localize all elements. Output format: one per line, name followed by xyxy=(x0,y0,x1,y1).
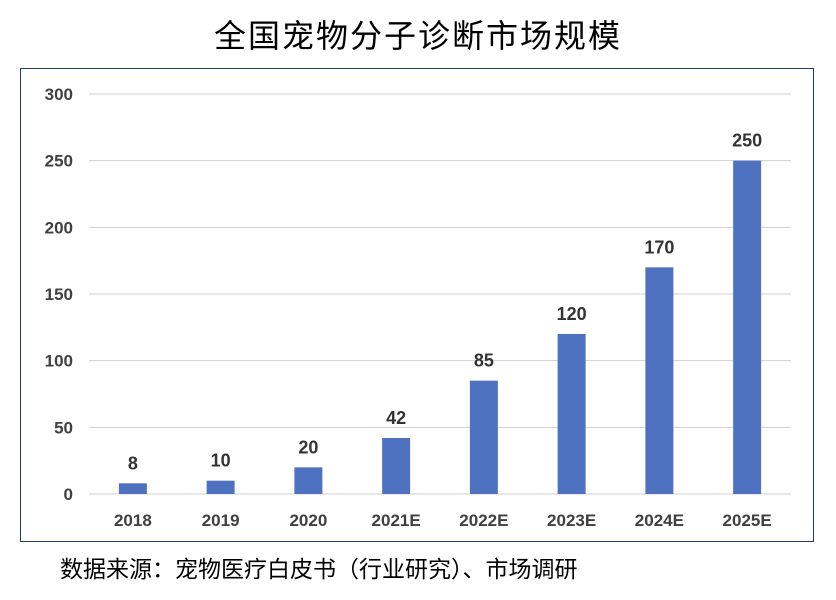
x-axis-ticks: 2018 2019 2020 2021E 2022E 2023E 2024E 2025E xyxy=(114,511,772,530)
y-tick-label: 100 xyxy=(45,352,73,371)
y-tick-label: 250 xyxy=(45,152,73,171)
x-tick-label: 2025E xyxy=(723,511,772,530)
x-tick-label: 2021E xyxy=(372,511,421,530)
chart-title: 全国宠物分子诊断市场规模 xyxy=(213,17,622,55)
data-label: 20 xyxy=(298,437,318,457)
bar-2019 xyxy=(206,480,235,494)
data-label: 8 xyxy=(128,453,138,473)
x-tick-label: 2020 xyxy=(289,511,327,530)
bar-2025E xyxy=(733,160,762,494)
chart-frame: 0 50 100 150 200 250 300 8 10 20 42 85 120 170 250 20… xyxy=(20,68,814,542)
y-tick-label: 0 xyxy=(64,485,73,504)
y-axis-ticks: 0 50 100 150 200 250 300 xyxy=(45,85,73,504)
y-tick-label: 200 xyxy=(45,218,73,237)
bar-2018 xyxy=(118,483,147,494)
bar-2021E xyxy=(382,438,411,494)
data-label: 120 xyxy=(557,304,587,324)
data-label: 250 xyxy=(732,131,762,151)
data-label: 10 xyxy=(211,451,231,471)
x-tick-label: 2024E xyxy=(635,511,684,530)
bar-2020 xyxy=(294,467,323,494)
x-tick-label: 2018 xyxy=(114,511,152,530)
bar-chart: 0 50 100 150 200 250 300 8 10 20 42 85 120 170 250 20… xyxy=(45,85,791,530)
data-label: 170 xyxy=(644,237,674,257)
bar-2022E xyxy=(469,380,498,494)
y-tick-label: 50 xyxy=(54,418,73,437)
bars xyxy=(118,160,762,494)
gridlines xyxy=(89,93,791,495)
data-labels: 8 10 20 42 85 120 170 250 xyxy=(128,131,762,474)
data-label: 42 xyxy=(386,408,406,428)
x-tick-label: 2023E xyxy=(547,511,596,530)
y-tick-label: 150 xyxy=(45,285,73,304)
x-tick-label: 2022E xyxy=(459,511,508,530)
y-tick-label: 300 xyxy=(45,85,73,104)
bar-2023E xyxy=(557,334,586,494)
x-tick-label: 2019 xyxy=(202,511,240,530)
source-note: 数据来源：宠物医疗白皮书（行业研究）、市场调研 xyxy=(60,557,578,583)
data-label: 85 xyxy=(474,351,494,371)
bar-2024E xyxy=(645,267,674,494)
